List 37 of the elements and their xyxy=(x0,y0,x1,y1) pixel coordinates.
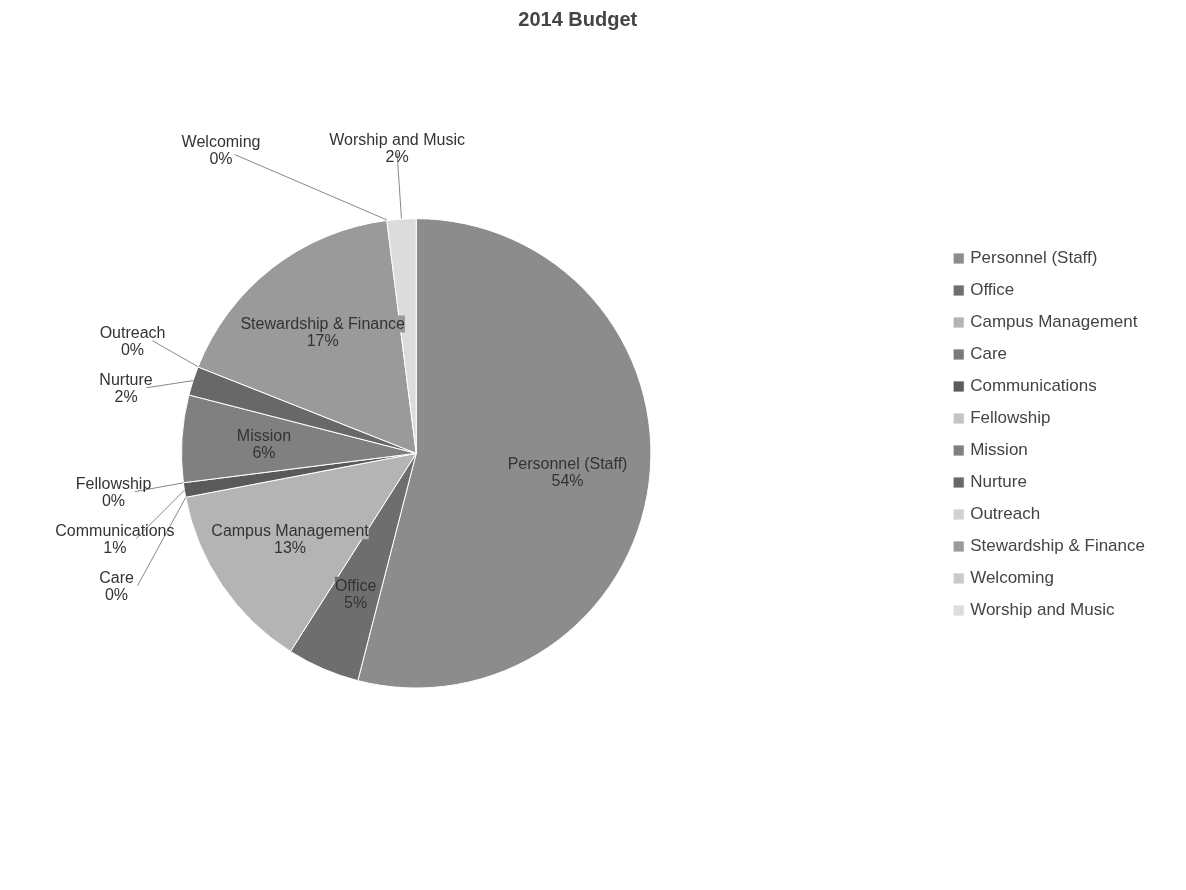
slice-label: Worship and Music xyxy=(329,131,465,149)
legend-label: Fellowship xyxy=(970,408,1051,428)
legend-label: Mission xyxy=(970,440,1028,460)
legend-label: Office xyxy=(970,280,1015,300)
data-label: 2% xyxy=(114,387,138,405)
category-label: Fellowship xyxy=(75,474,152,492)
legend-label: Nurture xyxy=(970,472,1027,492)
slice-label: Communications xyxy=(55,521,175,539)
category-label: Welcoming xyxy=(181,132,261,150)
legend-label: Care xyxy=(970,344,1008,364)
data-label: 6% xyxy=(252,443,276,461)
slice-label: Stewardship & Finance xyxy=(240,315,406,333)
slice-label: Nurture xyxy=(99,370,153,388)
data-label: 2% xyxy=(385,148,409,166)
text: 0% xyxy=(209,149,233,167)
slice-label: Office xyxy=(334,576,377,594)
slice-label: Mission xyxy=(236,426,292,444)
chart-title: 2014 Budget xyxy=(518,7,638,30)
legend-label: Worship and Music xyxy=(970,600,1115,620)
legend-label: Personnel (Staff) xyxy=(970,248,1098,268)
text: 0% xyxy=(101,491,126,509)
legend-label: Communications xyxy=(970,376,1097,396)
data-label: 5% xyxy=(344,593,368,611)
legend-label: Campus Management xyxy=(970,312,1138,332)
legend-label: Stewardship & Finance xyxy=(970,536,1145,556)
text: 0% xyxy=(104,585,129,603)
category-label: Care xyxy=(99,568,134,586)
data-label: 1% xyxy=(103,538,127,556)
slice-label: Personnel (Staff) xyxy=(507,455,628,473)
data-label: 54% xyxy=(551,472,584,490)
text: 0% xyxy=(120,340,145,358)
legend-label: Outreach xyxy=(970,504,1041,524)
category-label: Outreach xyxy=(99,323,166,341)
legend-label: Welcoming xyxy=(970,568,1054,588)
slice-label: Campus Management xyxy=(211,522,370,540)
data-label: 17% xyxy=(306,332,339,350)
data-label: 13% xyxy=(274,539,307,557)
